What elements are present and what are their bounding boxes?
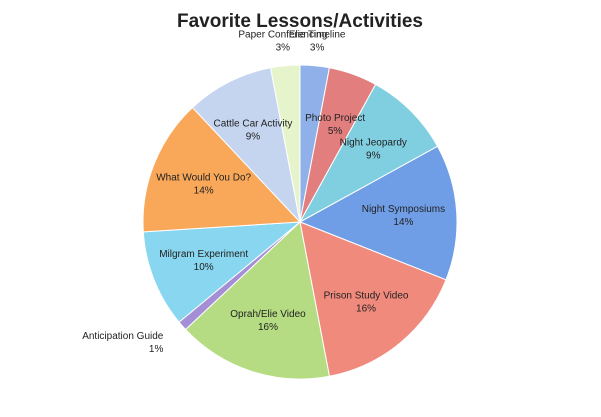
slice-value-label: 3% xyxy=(276,42,291,53)
slice-value-label: 16% xyxy=(258,322,278,333)
slice-label: Prison Study Video xyxy=(324,290,409,301)
slice-label: Night Jeopardy xyxy=(340,137,407,148)
pie-slice xyxy=(142,106,302,233)
slice-label: What Would You Do? xyxy=(156,172,251,183)
slice-label: Photo Project xyxy=(305,113,365,124)
slice-value-label: 5% xyxy=(328,126,343,137)
pie-slice xyxy=(191,67,301,224)
slice-label: Elie Timeline xyxy=(289,29,346,40)
slice-label: Cattle Car Activity xyxy=(213,118,292,129)
chart-title: Favorite Lessons/Activities xyxy=(177,11,423,32)
slice-label: Oprah/Elie Video xyxy=(230,309,306,320)
slice-value-label: 9% xyxy=(246,131,261,142)
slice-label: Milgram Experiment xyxy=(159,249,248,260)
slice-value-label: 3% xyxy=(310,42,325,53)
slice-label: Night Symposiums xyxy=(362,204,445,215)
pie-slice xyxy=(142,221,302,323)
slice-label: Paper Conferencing xyxy=(238,29,327,40)
pie-slice xyxy=(269,64,301,223)
slice-value-label: 16% xyxy=(356,303,376,314)
pie-slice xyxy=(298,83,439,224)
slice-value-label: 1% xyxy=(149,344,164,355)
pie-slice xyxy=(298,145,458,281)
slice-label: Anticipation Guide xyxy=(82,331,164,342)
pie-slice xyxy=(184,221,331,380)
slice-value-label: 9% xyxy=(366,150,381,161)
slice-value-label: 10% xyxy=(194,262,214,273)
slice-value-label: 14% xyxy=(393,217,413,228)
slice-value-label: 14% xyxy=(194,185,214,196)
pie-slice xyxy=(299,221,447,377)
